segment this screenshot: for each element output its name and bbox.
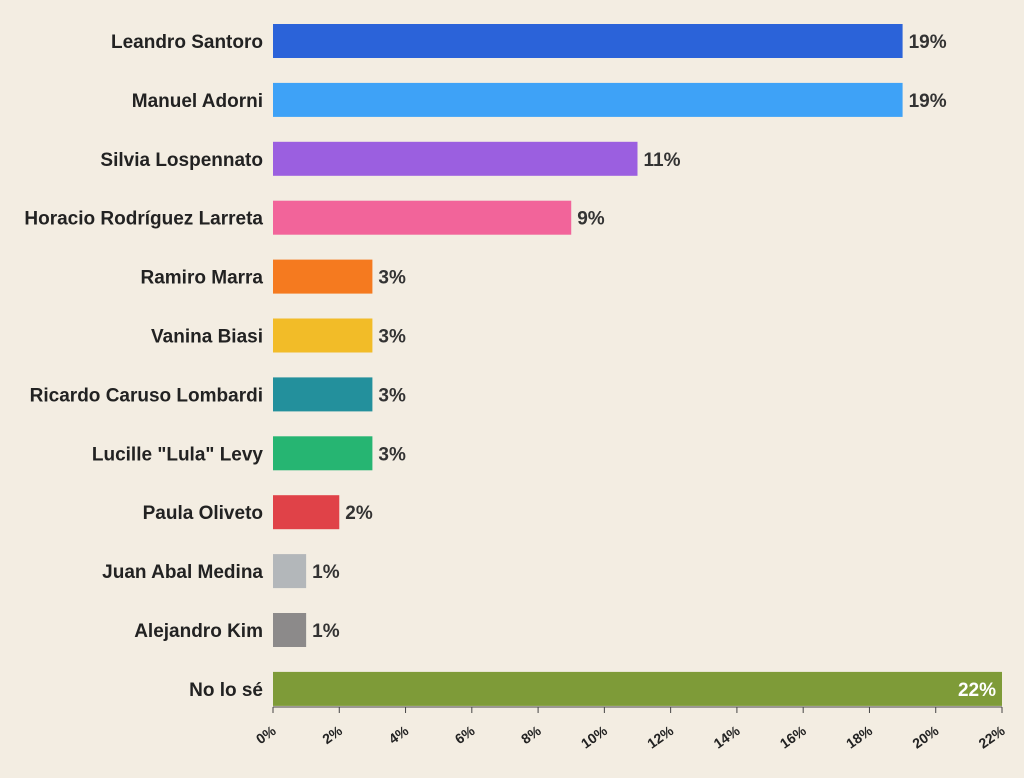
- bar: [273, 377, 373, 412]
- value-label: 1%: [312, 562, 340, 583]
- bar: [273, 318, 373, 353]
- category-label: Vanina Biasi: [151, 327, 263, 348]
- bar: [273, 613, 307, 647]
- category-label: No lo sé: [189, 680, 263, 701]
- category-label: Lucille "Lula" Levy: [92, 444, 264, 465]
- value-label: 3%: [378, 268, 406, 289]
- value-label: 3%: [378, 327, 406, 348]
- x-tick-label: 18%: [843, 722, 876, 751]
- value-label: 11%: [644, 150, 681, 171]
- bar: [273, 82, 903, 117]
- value-label: 19%: [909, 91, 947, 112]
- category-label: Horacio Rodríguez Larreta: [24, 209, 263, 230]
- category-label: Silvia Lospennato: [100, 150, 263, 171]
- bar: [273, 141, 638, 176]
- category-label: Ramiro Marra: [141, 268, 264, 289]
- bar: [273, 436, 373, 471]
- value-label: 2%: [345, 503, 373, 524]
- x-tick-label: 2%: [319, 722, 345, 747]
- x-tick-label: 0%: [253, 722, 279, 747]
- bars-group: [273, 24, 1002, 706]
- category-labels-group: Leandro Santoro Manuel Adorni Silvia Lospe…: [24, 32, 263, 701]
- x-axis: 0% 2% 4% 6% 8% 10% 12% 14% 16% 18% 20% 22%: [253, 706, 1009, 752]
- x-tick-label: 20%: [909, 722, 942, 751]
- bar: [273, 259, 373, 294]
- bar: [273, 554, 307, 589]
- category-label: Paula Oliveto: [143, 503, 263, 524]
- category-label: Juan Abal Medina: [102, 562, 263, 583]
- bar: [273, 495, 340, 530]
- value-labels-group: 19% 19% 11% 9% 3% 3% 3% 3% 2% 1% 1% 22%: [312, 32, 996, 701]
- bar: [273, 200, 572, 235]
- category-label: Leandro Santoro: [111, 32, 263, 53]
- category-label: Alejandro Kim: [134, 621, 263, 642]
- x-tick-label: 10%: [578, 722, 611, 751]
- value-label: 9%: [577, 209, 605, 230]
- bar: [273, 24, 903, 58]
- x-tick-label: 6%: [452, 722, 478, 747]
- value-label: 19%: [909, 32, 947, 53]
- x-tick-label: 4%: [386, 722, 412, 747]
- value-label: 3%: [378, 444, 406, 465]
- x-tick-label: 12%: [644, 722, 677, 751]
- category-label: Ricardo Caruso Lombardi: [30, 385, 263, 406]
- x-tick-label: 14%: [710, 722, 743, 751]
- value-label: 1%: [312, 621, 340, 642]
- category-label: Manuel Adorni: [132, 91, 263, 112]
- value-label: 3%: [378, 385, 406, 406]
- x-tick-label: 22%: [976, 722, 1009, 751]
- x-tick-label: 16%: [777, 722, 810, 751]
- bar: [273, 671, 1002, 706]
- value-label: 22%: [958, 680, 996, 701]
- x-tick-label: 8%: [518, 722, 544, 747]
